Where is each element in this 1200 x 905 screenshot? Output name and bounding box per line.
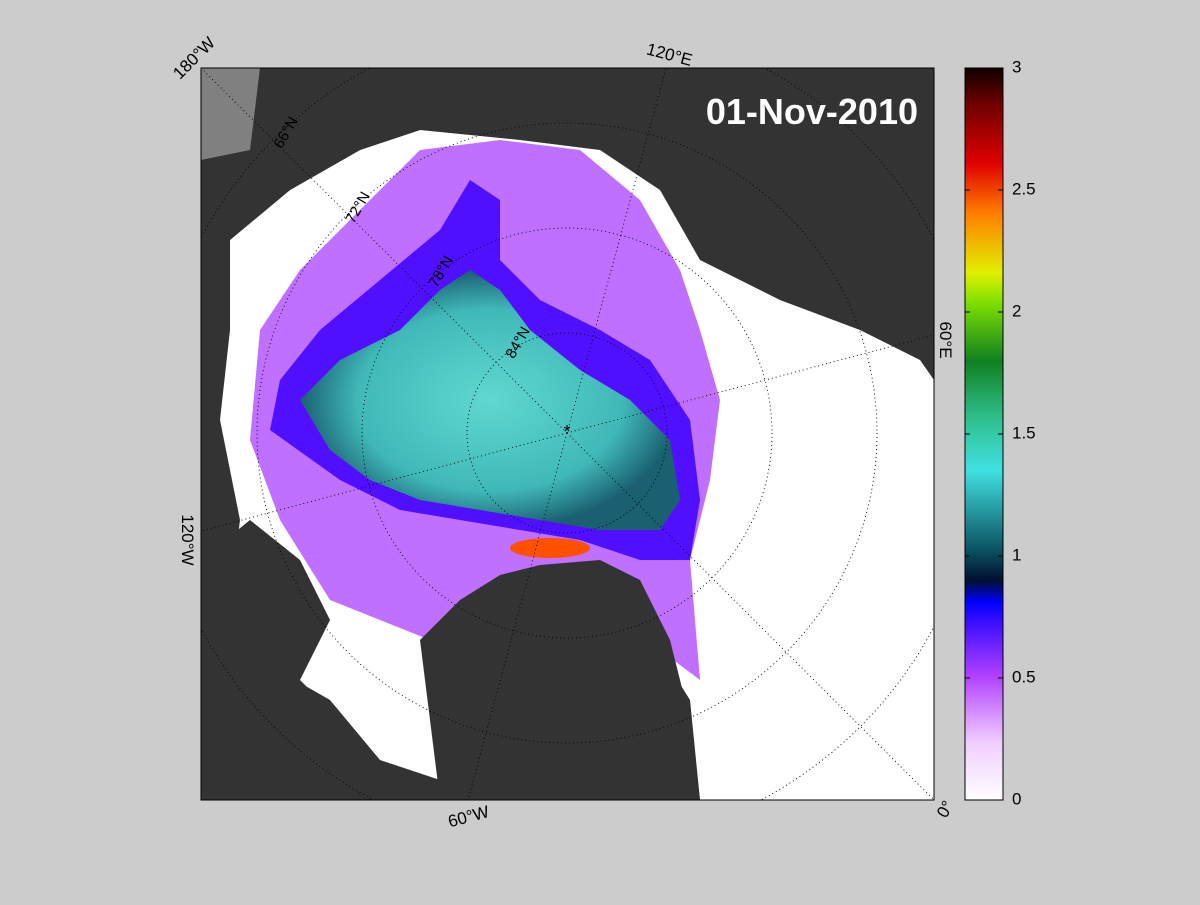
longitude-label: 0°	[933, 797, 958, 821]
map-area: *	[201, 68, 934, 800]
graticule	[361, 227, 773, 639]
colorbar-tick-label: 1	[1012, 545, 1021, 564]
thick-ice	[300, 270, 680, 530]
colorbar-tick-label: 3	[1012, 57, 1021, 76]
eurasia	[580, 68, 934, 300]
map-frame	[200, 67, 935, 801]
graticule	[466, 332, 668, 534]
colorbar-tick-label: 2	[1012, 301, 1021, 320]
greenland	[420, 560, 700, 800]
graticule	[566, 432, 934, 800]
colorbar-tick-label: 0.5	[1012, 667, 1036, 686]
graticule	[256, 122, 878, 744]
graticule	[467, 432, 568, 800]
pole-marker: *	[563, 422, 570, 442]
colorbar-tick-label: 0	[1012, 789, 1021, 808]
archipelago	[201, 520, 340, 800]
date-label: 01-Nov-2010	[706, 91, 918, 132]
colorbar	[964, 67, 1004, 801]
colorbar-tick-label: 2.5	[1012, 179, 1036, 198]
longitude-label: 120°E	[644, 39, 694, 69]
graticule	[566, 334, 934, 434]
siberia-alaska	[201, 68, 420, 250]
longitude-label: 120°W	[178, 514, 197, 565]
colorbar-ticks: 0 0.5 1 1.5 2 2.5 3	[965, 57, 1036, 808]
colorbar-tick-label: 1.5	[1012, 423, 1036, 442]
outside-domain	[201, 68, 260, 160]
thickest-ice	[510, 538, 590, 558]
longitude-label: 60°E	[936, 321, 955, 358]
longitude-label: 60°W	[446, 802, 491, 831]
